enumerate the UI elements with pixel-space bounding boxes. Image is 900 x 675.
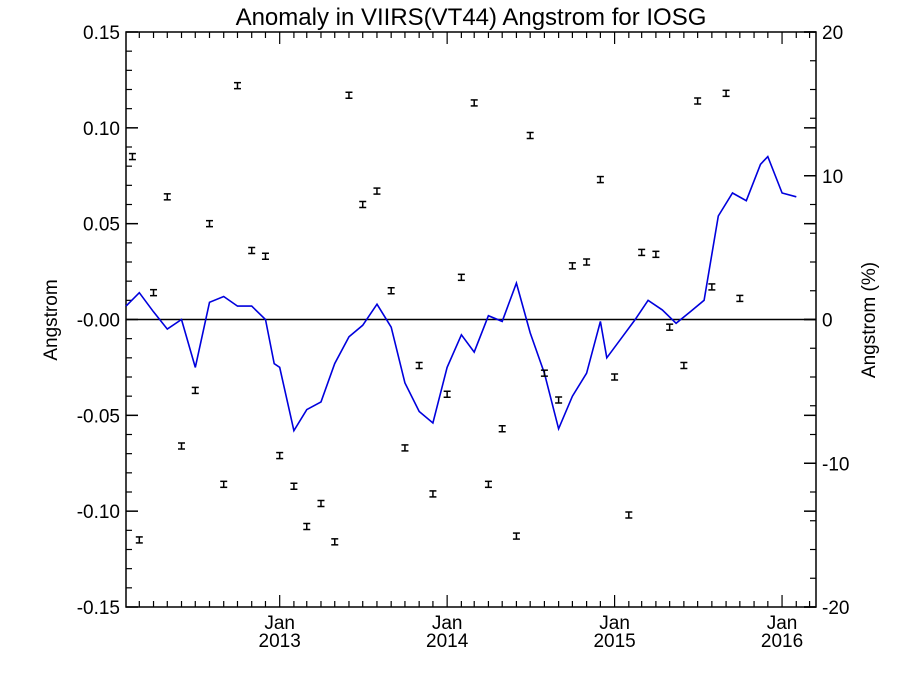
data-point-errorbar	[680, 361, 688, 370]
data-point-errorbar	[443, 390, 451, 398]
x-tick-label-year: 2016	[761, 631, 803, 652]
axis-ticks: 0.15 0.10 0.05 -0.00 -0.05 -0.10 -0.15 20 10 0 -10…	[77, 23, 850, 652]
data-point-errorbar	[331, 538, 339, 546]
data-point-errorbar	[583, 258, 591, 266]
y-tick-label: 0.15	[83, 23, 120, 44]
x-tick-label-month: Jan	[767, 613, 798, 634]
y-tick-label: 0.05	[83, 215, 120, 236]
data-point-errorbar	[276, 451, 284, 460]
y-tick-label: -0.10	[77, 502, 120, 523]
data-point-errorbar	[512, 532, 520, 540]
y-tick-label: -0.05	[77, 406, 120, 427]
data-point-errorbar	[415, 361, 423, 370]
x-tick-label-year: 2015	[593, 631, 635, 652]
y2-tick-label: -10	[822, 454, 849, 475]
data-point-errorbar	[233, 81, 241, 90]
data-point-errorbar	[611, 373, 619, 381]
data-point-errorbar	[135, 536, 143, 544]
y-tick-label: -0.15	[77, 598, 120, 619]
x-tick-label-month: Jan	[599, 613, 630, 634]
data-point-errorbar	[248, 246, 256, 255]
data-point-errorbar	[373, 187, 381, 195]
data-point-errorbar	[526, 131, 534, 140]
data-point-errorbar	[555, 396, 563, 404]
data-point-errorbar	[401, 444, 409, 452]
data-point-errorbar	[722, 89, 730, 98]
data-point-errorbar	[484, 480, 492, 489]
y2-tick-label: 0	[822, 311, 833, 332]
series-line	[125, 155, 797, 433]
data-point-errorbar	[387, 287, 395, 295]
data-point-errorbar	[205, 219, 213, 228]
y-axis-label: Angstrom	[41, 279, 62, 360]
data-point-errorbar	[429, 490, 437, 498]
data-point-errorbar	[317, 499, 325, 508]
y2-tick-label: 20	[822, 23, 843, 44]
data-point-errorbar	[303, 522, 311, 531]
data-point-errorbar	[191, 386, 199, 395]
data-point-errorbar	[128, 152, 136, 161]
data-point-errorbar	[498, 425, 506, 433]
y2-tick-label: -20	[822, 598, 849, 619]
data-point-errorbar	[596, 175, 604, 184]
data-point-errorbar	[625, 511, 633, 519]
data-point-errorbar	[540, 369, 548, 377]
data-point-errorbar	[163, 193, 171, 201]
x-tick-label-year: 2014	[426, 631, 469, 652]
data-point-errorbar	[359, 200, 367, 209]
x-tick-label-month: Jan	[264, 613, 295, 634]
data-point-errorbar	[694, 97, 702, 105]
data-point-errorbar	[736, 294, 744, 303]
chart-title: Anomaly in VIIRS(VT44) Angstrom for IOSG	[236, 4, 707, 31]
x-tick-label-year: 2013	[259, 631, 301, 652]
data-point-errorbar	[150, 288, 158, 297]
data-point-errorbar	[290, 482, 298, 490]
data-point-errorbar	[261, 252, 269, 260]
data-point-errorbar	[638, 248, 646, 257]
y2-tick-label: 10	[822, 167, 843, 188]
y-tick-label: -0.00	[77, 311, 120, 332]
data-point-errorbar	[652, 250, 660, 259]
data-point-errorbar	[568, 262, 576, 270]
y2-axis-label: Angstrom (%)	[859, 262, 880, 378]
series-points-group	[128, 81, 744, 546]
data-point-errorbar	[457, 273, 465, 282]
data-point-errorbar	[666, 323, 674, 331]
data-point-errorbar	[220, 480, 228, 489]
data-point-errorbar	[345, 91, 353, 99]
data-point-errorbar	[178, 442, 186, 450]
data-point-errorbar	[470, 99, 478, 107]
y-tick-label: 0.10	[83, 119, 120, 140]
data-point-errorbar	[708, 283, 716, 291]
x-tick-label-month: Jan	[432, 613, 463, 634]
series-line-group	[125, 155, 797, 433]
